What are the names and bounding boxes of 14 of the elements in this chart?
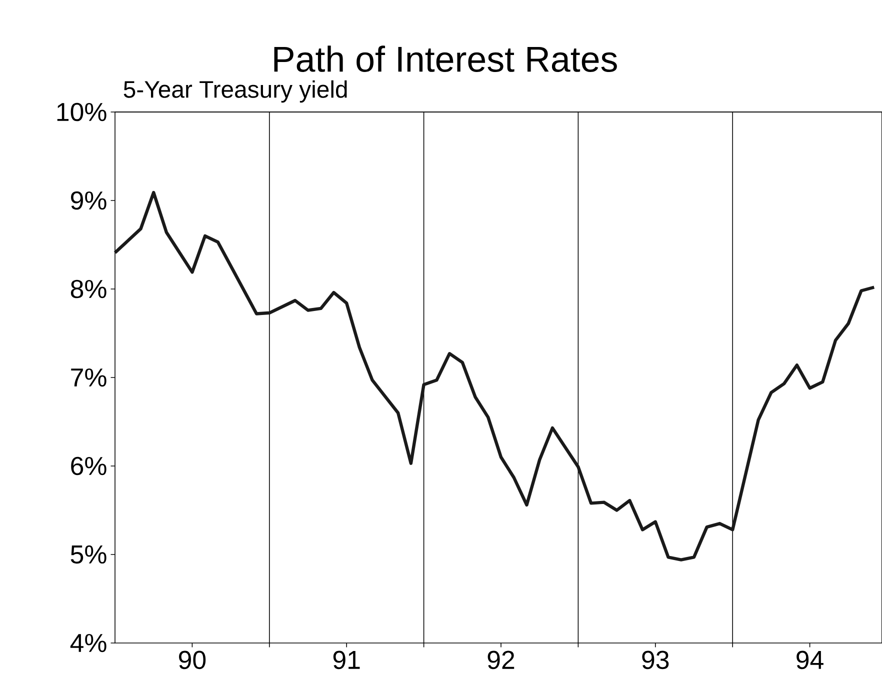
y-tick-label: 5% bbox=[70, 545, 106, 564]
x-tick-label: 90 bbox=[179, 650, 206, 670]
x-tick-label: 93 bbox=[642, 650, 669, 670]
x-tick-label: 91 bbox=[333, 650, 360, 670]
chart-title: Path of Interest Rates bbox=[274, 46, 617, 72]
y-tick-label: 7% bbox=[71, 368, 106, 387]
y-tick-label: 8% bbox=[70, 280, 106, 298]
y-tick-label: 9% bbox=[71, 191, 106, 210]
x-tick-label: 94 bbox=[796, 650, 824, 670]
y-tick-label: 4% bbox=[70, 634, 106, 652]
chart-subtitle: 5-Year Treasury yield bbox=[124, 80, 347, 103]
y-tick-label: 10% bbox=[57, 102, 106, 122]
y-tick-label: 6% bbox=[71, 456, 106, 476]
x-tick-label: 92 bbox=[488, 650, 514, 670]
